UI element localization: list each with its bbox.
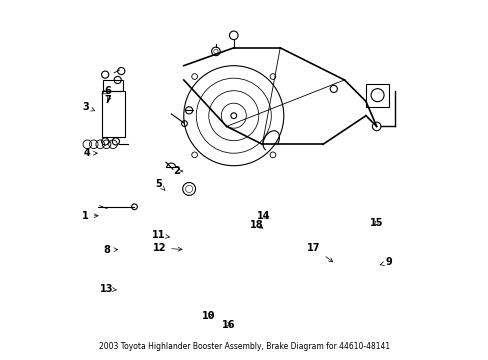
Text: 2: 2 <box>173 166 183 176</box>
Text: 1: 1 <box>82 211 98 221</box>
Text: 9: 9 <box>379 257 392 267</box>
Text: 11: 11 <box>152 230 169 240</box>
Text: 5: 5 <box>155 179 164 190</box>
Text: 2003 Toyota Highlander Booster Assembly, Brake Diagram for 44610-48141: 2003 Toyota Highlander Booster Assembly,… <box>99 342 389 351</box>
Text: 13: 13 <box>100 284 116 294</box>
Text: 12: 12 <box>152 243 182 253</box>
Text: 6: 6 <box>102 86 111 96</box>
Text: 7: 7 <box>104 95 111 105</box>
Text: 15: 15 <box>369 218 383 228</box>
Text: 18: 18 <box>250 220 263 230</box>
Text: 10: 10 <box>202 311 215 321</box>
Text: 3: 3 <box>82 102 95 112</box>
Text: 4: 4 <box>83 148 97 158</box>
Text: 8: 8 <box>103 245 118 255</box>
Text: 17: 17 <box>307 243 332 262</box>
Text: 14: 14 <box>257 211 270 221</box>
Text: 16: 16 <box>221 320 235 330</box>
